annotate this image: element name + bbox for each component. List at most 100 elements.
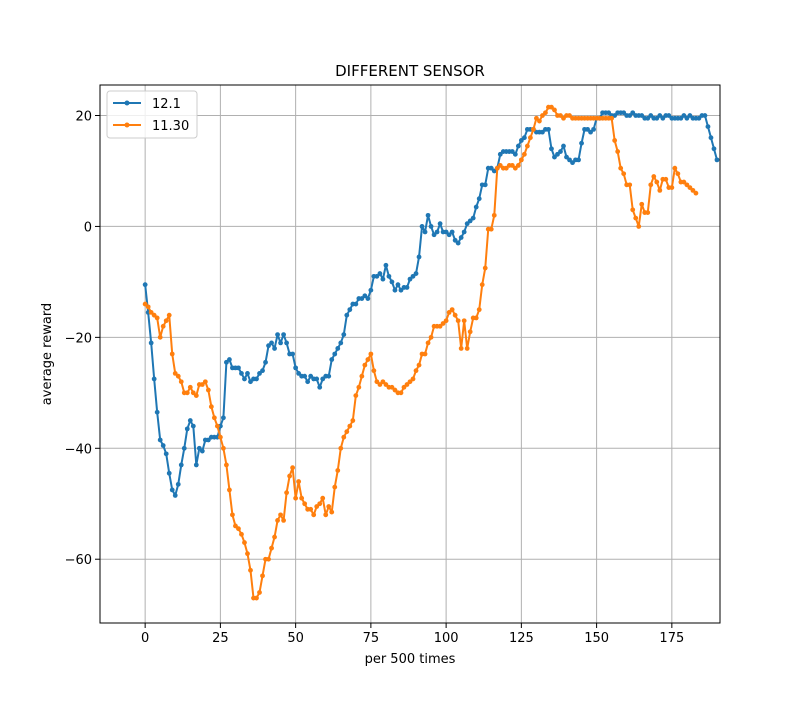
data-point <box>275 517 280 523</box>
data-point <box>537 118 542 124</box>
data-point <box>711 146 717 152</box>
plot-area-frame <box>99 84 721 624</box>
data-point <box>467 329 473 335</box>
data-point <box>681 179 687 185</box>
data-point <box>579 140 584 146</box>
y-tick-label: −40 <box>65 442 92 457</box>
data-point <box>290 351 296 357</box>
data-point <box>287 473 293 479</box>
x-tick-label: 125 <box>509 631 534 646</box>
data-point <box>347 423 353 429</box>
data-point <box>455 240 461 246</box>
data-point <box>512 165 518 171</box>
data-point <box>425 340 431 346</box>
legend-marker-series-2 <box>124 122 130 128</box>
data-point <box>654 179 660 185</box>
data-point <box>633 215 639 221</box>
data-point <box>377 382 383 387</box>
data-point <box>476 196 482 202</box>
data-point <box>675 171 681 177</box>
data-point <box>540 113 545 118</box>
data-point <box>636 224 642 229</box>
data-point <box>208 404 214 410</box>
data-point <box>332 351 338 357</box>
data-point <box>413 271 419 276</box>
data-point <box>416 254 422 260</box>
data-point <box>521 135 527 141</box>
data-point <box>714 157 720 163</box>
data-point <box>630 207 636 213</box>
data-point <box>639 201 645 207</box>
data-point <box>184 390 190 396</box>
x-tick-label: 175 <box>659 631 684 646</box>
data-point <box>175 373 181 379</box>
data-point <box>362 362 368 368</box>
data-point <box>422 229 428 235</box>
data-point <box>284 490 289 496</box>
data-point <box>199 382 205 387</box>
data-point <box>293 365 299 371</box>
series-layer <box>142 104 720 601</box>
axis-ticks: 0 25 50 75 100 125 150 175 −60 −40 −20 0 20 <box>65 110 685 646</box>
data-point <box>245 371 250 376</box>
data-point <box>374 379 380 385</box>
data-point <box>178 462 184 468</box>
data-point <box>296 479 302 484</box>
data-point <box>193 462 199 468</box>
data-point <box>618 165 624 171</box>
data-point <box>515 143 521 149</box>
data-point <box>245 551 250 557</box>
data-point <box>347 307 353 313</box>
data-point <box>389 279 395 285</box>
data-point <box>242 376 247 382</box>
data-point <box>148 340 154 346</box>
data-point <box>202 379 208 385</box>
data-point <box>311 512 317 518</box>
data-point <box>470 215 476 221</box>
data-point <box>350 418 356 423</box>
data-point <box>452 312 458 318</box>
data-point <box>368 351 374 357</box>
data-point <box>187 418 193 423</box>
data-point <box>356 384 362 390</box>
data-point <box>263 359 268 365</box>
data-point <box>383 262 389 268</box>
data-point <box>221 415 226 421</box>
data-point <box>181 445 187 451</box>
data-point <box>398 390 404 396</box>
data-point <box>561 143 566 149</box>
data-point <box>464 346 470 351</box>
x-tick-label: 25 <box>212 631 229 646</box>
data-point <box>503 165 509 171</box>
data-point <box>479 282 485 288</box>
data-point <box>365 296 371 301</box>
data-point <box>395 282 401 288</box>
data-point <box>308 506 314 512</box>
data-point <box>314 376 320 382</box>
data-point <box>672 165 678 171</box>
data-point <box>449 229 455 235</box>
data-point <box>693 190 699 196</box>
data-point <box>645 210 651 215</box>
y-tick-label: −60 <box>65 553 92 568</box>
data-point <box>591 126 596 132</box>
data-point <box>275 332 280 337</box>
data-point <box>302 373 308 379</box>
data-point <box>260 368 265 374</box>
data-point <box>416 362 422 368</box>
data-point <box>612 138 618 143</box>
data-point <box>521 151 527 157</box>
data-point <box>413 368 419 374</box>
data-point <box>404 285 410 290</box>
data-point <box>172 493 178 498</box>
data-point <box>248 567 253 573</box>
data-point <box>154 409 160 415</box>
data-point <box>293 495 299 501</box>
data-point <box>531 126 536 132</box>
data-point <box>320 495 326 501</box>
data-point <box>365 357 371 362</box>
legend: 12.1 11.30 <box>106 90 198 139</box>
data-point <box>278 512 283 518</box>
data-point <box>473 315 479 321</box>
data-point <box>621 110 627 116</box>
